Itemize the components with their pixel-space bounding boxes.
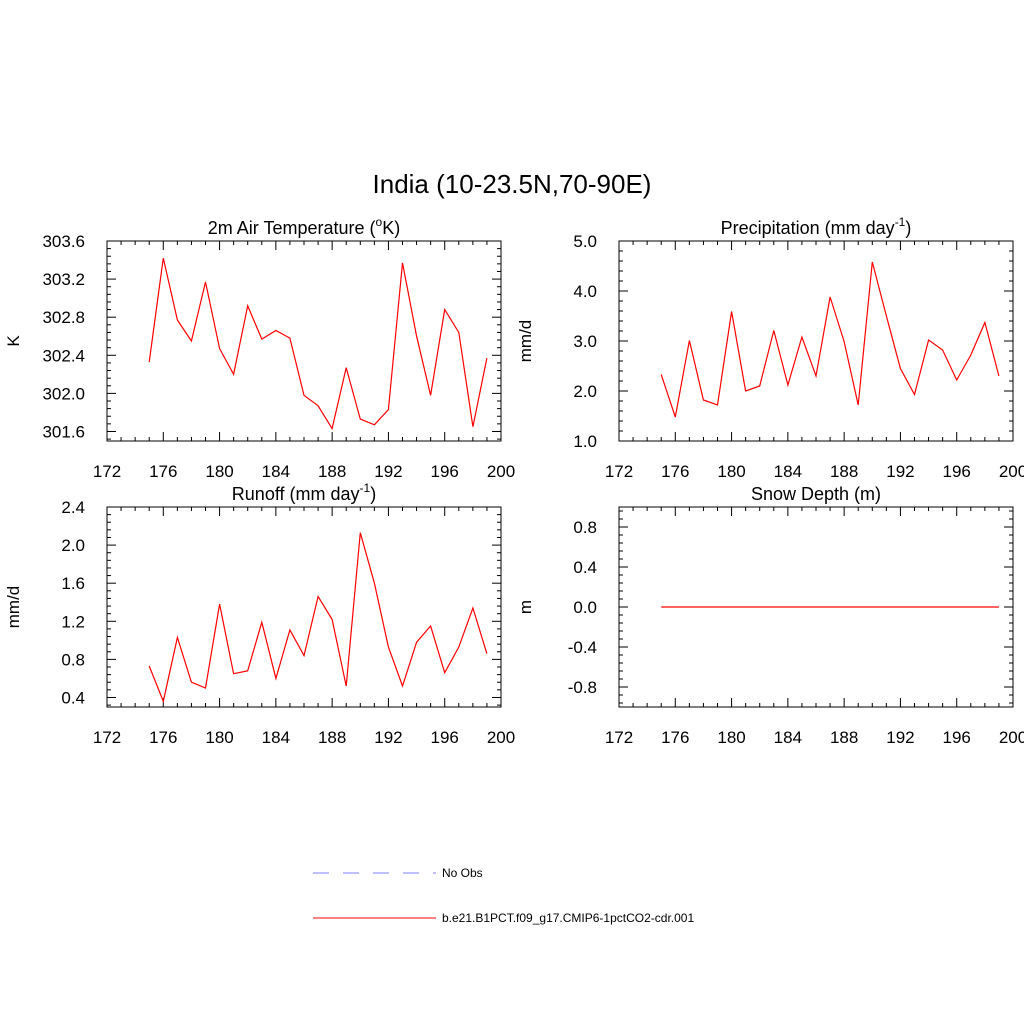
x-tick-label: 176 [149, 728, 177, 747]
series-line [148, 257, 488, 431]
x-tick-label: 184 [262, 728, 290, 747]
panel-air-temperature: 172 176 180 184 188 192 196 200 301.6 302.0 302.4 3… [4, 215, 515, 481]
series-line [660, 261, 1000, 418]
y-tick-label: 2.4 [61, 498, 85, 517]
panel-title: Runoff (mm day-1) [232, 481, 376, 504]
x-tick-label: 200 [999, 728, 1024, 747]
x-tick-label: 184 [774, 728, 802, 747]
x-tick-label: 188 [318, 462, 346, 481]
x-tick-label: 192 [886, 728, 914, 747]
x-tick-label: 192 [886, 462, 914, 481]
panel-title: Snow Depth (m) [751, 484, 881, 504]
x-tick-label: 172 [93, 728, 121, 747]
x-tick-label: 180 [717, 462, 745, 481]
y-tick-label: 302.0 [42, 384, 85, 403]
y-tick-label: 1.2 [61, 612, 85, 631]
y-tick-label: 0.0 [573, 598, 597, 617]
y-axis-label: mm/d [4, 586, 23, 629]
panel-precipitation: 172 176 180 184 188 192 196 200 1.0 2.0 3.0 4.0 5.0 m… [516, 215, 1024, 481]
x-tick-label: 188 [830, 728, 858, 747]
legend-label-no-obs: No Obs [442, 866, 483, 880]
y-tick-label: 302.4 [42, 346, 85, 365]
y-tick-label: -0.8 [568, 678, 597, 697]
x-tick-label: 196 [943, 462, 971, 481]
figure-title: India (10-23.5N,70-90E) [373, 169, 652, 199]
x-tick-label: 192 [374, 728, 402, 747]
y-tick-label: 301.6 [42, 422, 85, 441]
x-tick-label: 172 [605, 462, 633, 481]
x-tick-label: 188 [318, 728, 346, 747]
x-tick-label: 180 [205, 462, 233, 481]
x-tick-label: 196 [943, 728, 971, 747]
y-tick-label: 4.0 [573, 282, 597, 301]
x-tick-label: 192 [374, 462, 402, 481]
y-tick-label: 303.2 [42, 270, 85, 289]
y-tick-label: 0.8 [61, 650, 85, 669]
y-tick-label: 3.0 [573, 332, 597, 351]
y-tick-label: 2.0 [573, 382, 597, 401]
y-tick-label: 1.6 [61, 574, 85, 593]
x-tick-label: 184 [774, 462, 802, 481]
y-tick-label: 0.4 [573, 558, 597, 577]
x-tick-label: 196 [431, 462, 459, 481]
x-tick-label: 200 [487, 462, 515, 481]
x-tick-label: 184 [262, 462, 290, 481]
legend-label-model: b.e21.B1PCT.f09_g17.CMIP6-1pctCO2-cdr.00… [442, 911, 694, 925]
plot-frame [618, 240, 1014, 442]
series-line [148, 532, 488, 704]
x-tick-label: 188 [830, 462, 858, 481]
panel-snow-depth: 172 176 180 184 188 192 196 200 -0.8 -0.4 0.0 0.4 0.… [516, 484, 1024, 747]
y-tick-label: -0.4 [568, 638, 597, 657]
x-tick-label: 200 [999, 462, 1024, 481]
y-tick-label: 2.0 [61, 536, 85, 555]
panel-runoff: 172 176 180 184 188 192 196 200 0.4 0.8 1.2 1.6 2.0 2… [4, 481, 515, 747]
x-tick-label: 180 [717, 728, 745, 747]
legend: No Obs b.e21.B1PCT.f09_g17.CMIP6-1pctCO2… [313, 866, 694, 925]
x-tick-label: 200 [487, 728, 515, 747]
y-axis-label: mm/d [516, 320, 535, 363]
plot-frame [106, 506, 502, 708]
x-tick-label: 176 [149, 462, 177, 481]
y-tick-label: 5.0 [573, 232, 597, 251]
x-tick-label: 176 [661, 728, 689, 747]
x-tick-label: 180 [205, 728, 233, 747]
y-axis-label: K [4, 335, 23, 347]
y-tick-label: 1.0 [573, 432, 597, 451]
x-tick-label: 172 [605, 728, 633, 747]
x-tick-label: 172 [93, 462, 121, 481]
x-tick-label: 176 [661, 462, 689, 481]
y-tick-label: 302.8 [42, 308, 85, 327]
x-tick-label: 196 [431, 728, 459, 747]
y-axis-label: m [516, 600, 535, 614]
panel-title: 2m Air Temperature (oK) [208, 215, 400, 238]
y-tick-label: 0.4 [61, 688, 85, 707]
y-tick-label: 303.6 [42, 232, 85, 251]
panel-title: Precipitation (mm day-1) [721, 215, 912, 238]
y-tick-label: 0.8 [573, 518, 597, 537]
